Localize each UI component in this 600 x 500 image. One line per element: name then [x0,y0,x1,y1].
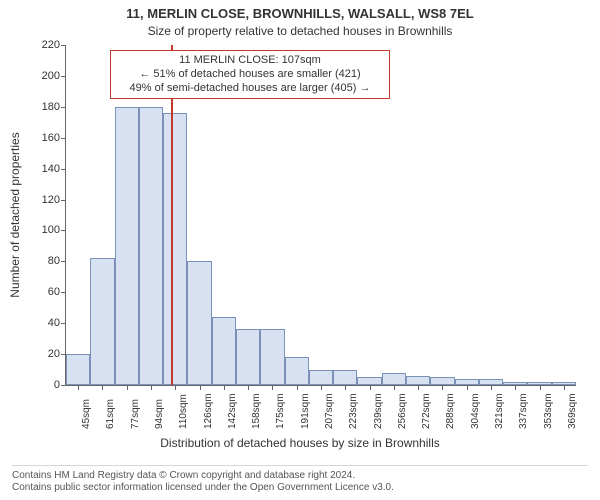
x-tick [394,385,395,390]
histogram-bar [187,261,211,385]
histogram-bar [309,370,333,385]
x-tick [515,385,516,390]
x-tick-label: 321sqm [494,393,505,429]
x-tick [418,385,419,390]
histogram-bar [236,329,260,385]
histogram-bar [285,357,309,385]
x-tick-label: 353sqm [543,393,554,429]
x-tick-label: 94sqm [154,399,165,429]
x-tick [370,385,371,390]
x-tick-label: 272sqm [421,393,432,429]
y-tick [61,230,66,231]
histogram-bar [139,107,163,385]
page-subtitle: Size of property relative to detached ho… [0,24,600,38]
y-tick [61,169,66,170]
histogram-bar [357,377,381,385]
y-tick [61,107,66,108]
y-tick [61,261,66,262]
annotation-line-1: 11 MERLIN CLOSE: 107sqm [117,54,383,68]
y-axis-title: Number of detached properties [8,132,22,297]
page-title: 11, MERLIN CLOSE, BROWNHILLS, WALSALL, W… [0,6,600,21]
histogram-bar [333,370,357,385]
footer: Contains HM Land Registry data © Crown c… [12,465,588,494]
x-tick [442,385,443,390]
x-tick-label: 223sqm [348,393,359,429]
y-tick-label: 40 [32,317,60,329]
histogram-bar [115,107,139,385]
x-tick [78,385,79,390]
annotation-line-3: 49% of semi-detached houses are larger (… [117,82,383,96]
x-tick-label: 175sqm [275,393,286,429]
histogram-bar [212,317,236,385]
x-tick-label: 239sqm [373,393,384,429]
x-tick-label: 45sqm [81,399,92,429]
y-tick-label: 200 [32,70,60,82]
x-tick [224,385,225,390]
x-tick-label: 61sqm [105,399,116,429]
y-tick-label: 0 [32,379,60,391]
x-tick-label: 288sqm [445,393,456,429]
x-tick [345,385,346,390]
x-tick [127,385,128,390]
x-tick [175,385,176,390]
x-tick-label: 337sqm [518,393,529,429]
x-tick [467,385,468,390]
y-tick-label: 60 [32,286,60,298]
x-axis-title: Distribution of detached houses by size … [0,436,600,450]
x-tick-label: 77sqm [130,399,141,429]
y-tick-label: 220 [32,39,60,51]
histogram-bar [382,373,406,385]
histogram-bar [430,377,454,385]
y-tick [61,385,66,386]
x-tick-label: 304sqm [470,393,481,429]
x-tick [248,385,249,390]
x-tick [491,385,492,390]
y-tick [61,45,66,46]
y-tick-label: 160 [32,132,60,144]
y-tick-label: 120 [32,194,60,206]
x-tick-label: 369sqm [567,393,578,429]
y-tick [61,138,66,139]
y-tick-label: 100 [32,224,60,236]
annotation-line-2: ← 51% of detached houses are smaller (42… [117,68,383,82]
x-tick-label: 142sqm [227,393,238,429]
x-tick [272,385,273,390]
y-tick-label: 80 [32,255,60,267]
x-tick-label: 126sqm [203,393,214,429]
y-tick-label: 20 [32,348,60,360]
y-tick [61,200,66,201]
histogram-bar [90,258,114,385]
histogram-bar [260,329,284,385]
x-tick [321,385,322,390]
x-tick-label: 110sqm [178,394,189,429]
histogram-bar [406,376,430,385]
histogram-bar [163,113,187,385]
x-tick-label: 158sqm [251,393,262,429]
x-tick [540,385,541,390]
x-tick [151,385,152,390]
annotation-box: 11 MERLIN CLOSE: 107sqm ← 51% of detache… [110,50,390,99]
chart-container: 11, MERLIN CLOSE, BROWNHILLS, WALSALL, W… [0,0,600,500]
x-tick [297,385,298,390]
footer-line-2: Contains public sector information licen… [12,482,588,494]
y-tick-label: 180 [32,101,60,113]
x-tick [102,385,103,390]
y-tick [61,323,66,324]
x-tick-label: 191sqm [300,393,311,429]
x-tick [200,385,201,390]
x-tick-label: 256sqm [397,393,408,429]
x-tick-label: 207sqm [324,393,335,429]
y-tick [61,76,66,77]
x-tick [564,385,565,390]
y-tick [61,292,66,293]
histogram-bar [66,354,90,385]
footer-line-1: Contains HM Land Registry data © Crown c… [12,470,588,482]
y-tick-label: 140 [32,163,60,175]
